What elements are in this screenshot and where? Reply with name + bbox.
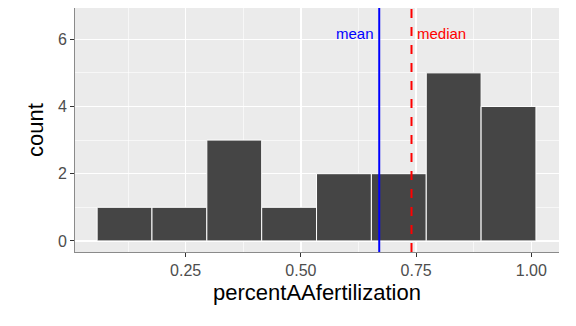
svg-text:4: 4	[58, 98, 67, 115]
svg-text:count: count	[23, 103, 48, 157]
svg-text:0.50: 0.50	[285, 262, 316, 279]
svg-text:0: 0	[58, 233, 67, 250]
svg-text:0.75: 0.75	[401, 262, 432, 279]
svg-text:1.00: 1.00	[516, 262, 547, 279]
svg-text:median: median	[417, 25, 466, 42]
svg-text:mean: mean	[336, 25, 374, 42]
svg-text:0.25: 0.25	[170, 262, 201, 279]
svg-text:6: 6	[58, 31, 67, 48]
svg-text:percentAAfertilization: percentAAfertilization	[213, 280, 421, 305]
svg-text:2: 2	[58, 165, 67, 182]
